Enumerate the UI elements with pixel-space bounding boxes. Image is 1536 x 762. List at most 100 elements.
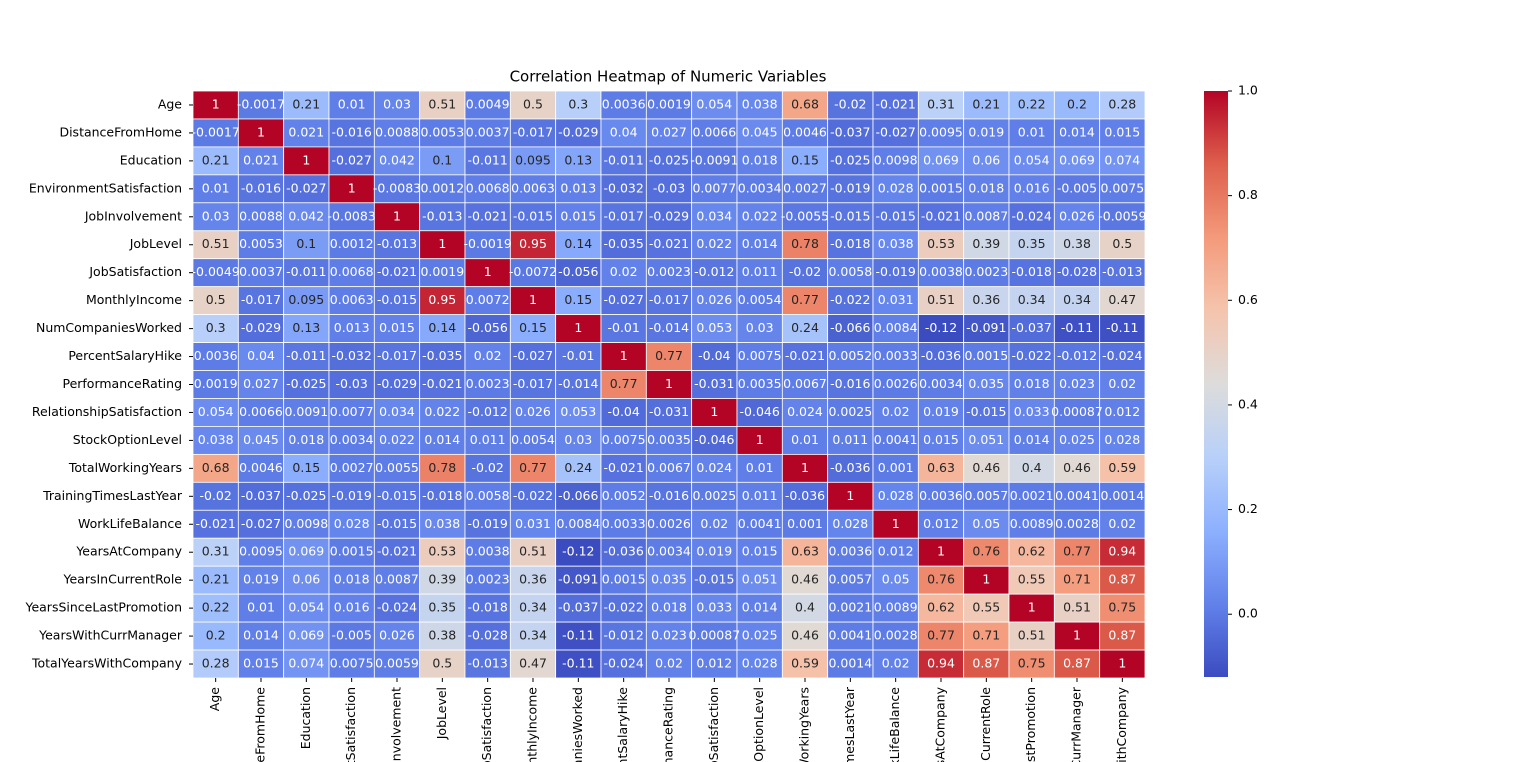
cell-label: 0.027 [651, 124, 687, 139]
cell-label: -0.091 [558, 572, 598, 587]
heatmap-cell [509, 649, 557, 679]
heatmap-cell [736, 258, 783, 288]
cell-label: 0.054 [288, 600, 324, 615]
heatmap-cell [419, 146, 466, 176]
cell-label: 0.038 [742, 96, 778, 111]
heatmap-cell [872, 202, 919, 232]
cell-label: 0.023 [1059, 376, 1095, 391]
cell-label: -0.019 [468, 516, 508, 531]
cell-label: -0.018 [830, 236, 870, 251]
cell-label: 0.24 [564, 460, 592, 475]
heatmap-cell [645, 202, 693, 232]
heatmap-cell [1053, 202, 1101, 232]
heatmap-cell [555, 426, 602, 455]
cell-label: 0.034 [379, 404, 415, 419]
cell-label: 0.51 [202, 236, 230, 251]
heatmap-cell [509, 342, 557, 371]
cell-label: -0.046 [694, 432, 734, 447]
cell-label: 0.5 [432, 656, 452, 671]
heatmap-cell [736, 509, 783, 539]
cell-label: 0.026 [1059, 208, 1095, 223]
cell-label: -0.029 [241, 320, 281, 335]
cell-label: 0.0036 [194, 348, 238, 363]
heatmap-cell [192, 258, 239, 288]
cell-label: 0.36 [972, 292, 1000, 307]
heatmap-cell [736, 537, 783, 567]
y-tick-label: DistanceFromHome [59, 124, 182, 139]
y-tick-label: RelationshipSatisfaction [32, 404, 182, 419]
heatmap-cell [328, 426, 375, 455]
heatmap-cell [283, 509, 330, 539]
heatmap-cell [192, 146, 239, 176]
cell-label: 0.31 [927, 96, 955, 111]
heatmap-cell [419, 621, 466, 651]
heatmap-cell [963, 342, 1010, 371]
heatmap-cell [373, 453, 421, 483]
heatmap-cell [645, 370, 693, 399]
cell-label: -0.012 [694, 264, 734, 279]
heatmap-cell [1008, 398, 1055, 427]
cell-label: 0.77 [610, 376, 638, 391]
cell-label: -0.015 [830, 208, 870, 223]
heatmap-cell [736, 230, 783, 260]
cell-label: -0.016 [830, 376, 870, 391]
cell-label: -0.032 [332, 348, 372, 363]
heatmap-cell [509, 537, 557, 567]
cell-label: 0.46 [972, 460, 1000, 475]
cell-label: 0.0088 [375, 124, 419, 139]
cell-label: 0.028 [878, 180, 914, 195]
cell-label: 1 [302, 152, 310, 167]
heatmap-cell [237, 258, 285, 288]
cell-label: 0.24 [791, 320, 819, 335]
heatmap-cell [1099, 342, 1146, 371]
cell-label: -0.037 [1012, 320, 1052, 335]
cell-label: 0.018 [742, 152, 778, 167]
heatmap-cell [781, 649, 829, 679]
heatmap-cell [917, 426, 965, 455]
cell-label: -0.035 [422, 348, 462, 363]
heatmap-cell [1008, 649, 1055, 679]
cell-label: 0.34 [519, 600, 547, 615]
cell-label: 0.014 [742, 236, 778, 251]
cell-label: 0.033 [696, 600, 732, 615]
cell-label: 0.015 [742, 544, 778, 559]
cell-label: -0.0059 [1098, 208, 1146, 223]
heatmap-cell [509, 453, 557, 483]
heatmap-cell [373, 286, 421, 316]
heatmap-cell [1053, 649, 1101, 679]
cell-label: 0.0068 [330, 264, 374, 279]
cell-label: 0.0033 [874, 348, 918, 363]
heatmap-cell [691, 649, 738, 679]
heatmap-cell [963, 481, 1010, 511]
heatmap-cell [600, 286, 647, 316]
cell-label: 0.021 [243, 152, 279, 167]
cell-label: 0.75 [1108, 600, 1136, 615]
heatmap-cell [328, 146, 375, 176]
cell-label: -0.011 [604, 152, 644, 167]
heatmap-cell [691, 370, 738, 399]
y-tick-label: TotalYearsWithCompany [31, 656, 183, 671]
cell-label: -0.025 [286, 376, 326, 391]
heatmap-cell [872, 230, 919, 260]
heatmap-cell [917, 593, 965, 623]
cell-label: -0.014 [558, 376, 598, 391]
cell-label: 0.016 [1014, 180, 1050, 195]
cell-label: 0.77 [927, 628, 955, 643]
cell-label: -0.025 [649, 152, 689, 167]
cell-label: 0.02 [882, 656, 910, 671]
cell-label: 0.0049 [466, 96, 510, 111]
cell-label: -0.024 [1102, 348, 1142, 363]
cell-label: 0.0075 [602, 432, 646, 447]
cell-label: -0.12 [562, 544, 594, 559]
cell-label: 0.015 [560, 208, 596, 223]
heatmap-cell [464, 174, 511, 204]
cell-label: 0.014 [243, 628, 279, 643]
cell-label: 0.0014 [1100, 488, 1144, 503]
y-tick-label: JobSatisfaction [88, 264, 182, 279]
cell-label: 0.71 [972, 628, 1000, 643]
heatmap-cell [963, 537, 1010, 567]
cell-label: 0.001 [878, 460, 914, 475]
cell-label: -0.021 [196, 516, 236, 531]
cell-label: 0.074 [288, 656, 324, 671]
heatmap-cell [917, 258, 965, 288]
